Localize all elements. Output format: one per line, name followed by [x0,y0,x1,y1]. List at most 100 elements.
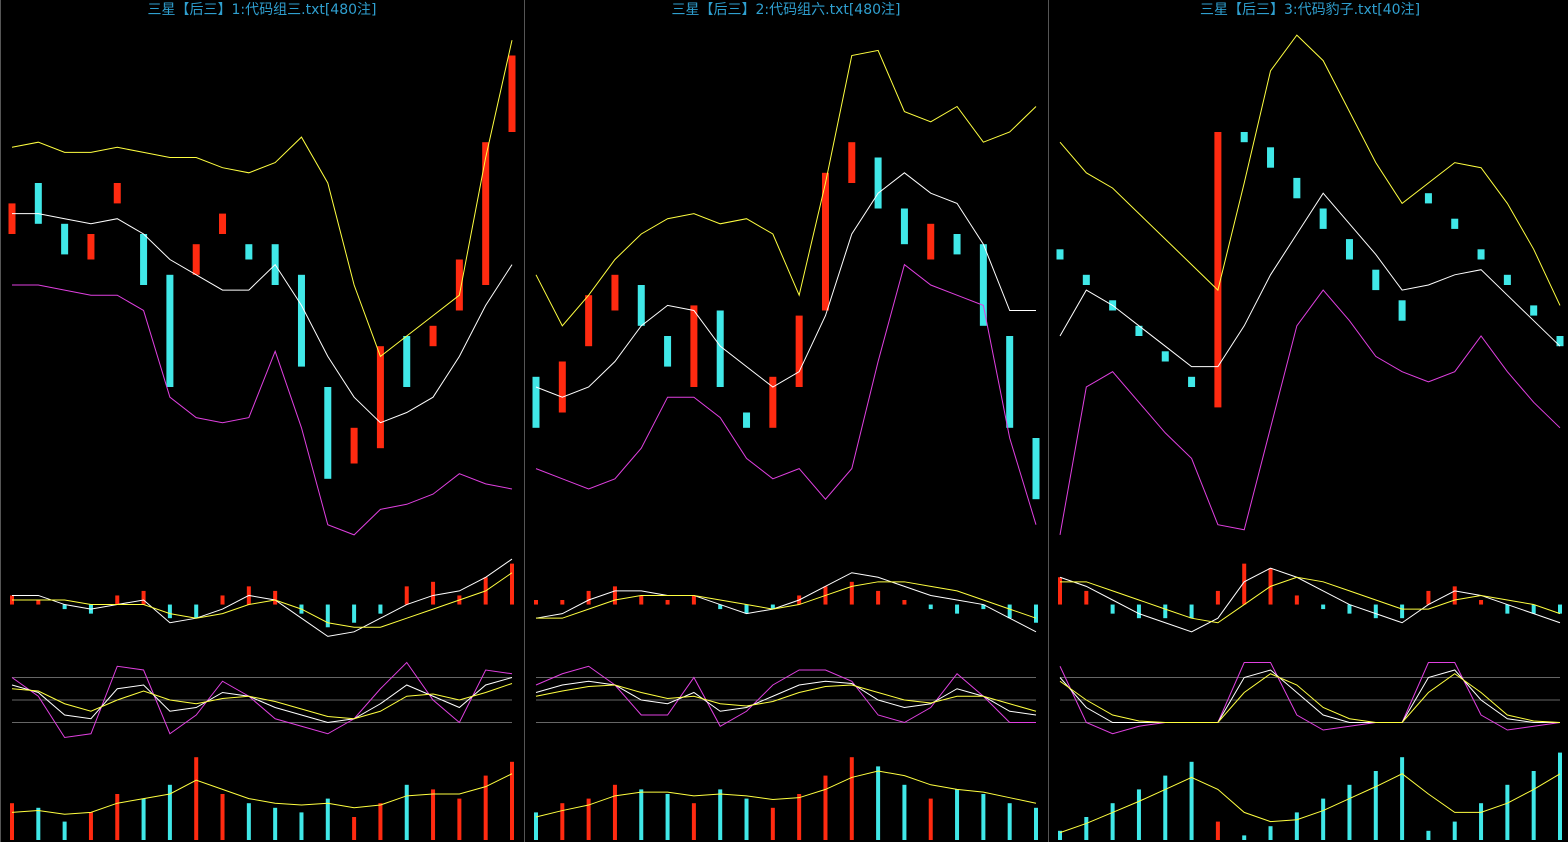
indicator-line [11,683,513,720]
volume-bar [586,798,591,840]
volume-bar [1479,803,1484,840]
candle [192,244,200,275]
indicator-line [1060,576,1561,624]
candle [8,203,16,234]
candle [1345,239,1353,260]
volume-bar [797,794,802,840]
volume-bar [194,757,199,840]
candle [297,274,305,367]
candle [1451,218,1459,229]
macd-bar [1505,604,1510,614]
candle [1530,305,1538,316]
indicator-line [1059,773,1561,834]
panel-title: 三星【后三】3:代码豹子.txt[40注] [1200,2,1420,18]
macd-bar [404,586,409,605]
candle [1398,300,1406,321]
volume-bar [273,807,278,840]
indicator-line [1059,192,1561,368]
volume-bar [665,794,670,840]
candle [927,223,935,260]
volume-bar [1294,812,1299,840]
indicator-line [1059,34,1561,306]
candle [1006,336,1014,428]
candle [455,259,463,311]
indicator-line [1059,289,1561,535]
candle [245,244,253,260]
macd-bar [1110,604,1115,614]
macd-bar [36,600,41,605]
candle [1503,274,1511,285]
candle [874,157,882,209]
macd-bar [273,590,278,605]
indicator-line [1059,669,1560,723]
indicator-line [1059,567,1561,633]
candle [795,315,803,387]
candle [821,172,829,311]
panel-title: 三星【后三】1:代码组三.txt[480注] [148,2,377,18]
candle [690,305,698,387]
macd-bar [639,595,644,605]
volume-bar [1034,807,1038,840]
volume-bar [1426,830,1431,840]
candle [113,183,121,204]
macd-bar [1426,590,1431,605]
volume-bar [1268,826,1273,840]
volume-bar [639,789,644,840]
volume-bar [1136,789,1141,840]
volume-bar [220,794,225,840]
volume-bar [1531,771,1536,840]
volume-bar [1321,798,1326,840]
candle [769,376,777,428]
macd-bar [141,590,146,605]
volume-bar [141,798,146,840]
candle [611,274,619,311]
macd-bar [955,604,960,614]
candle [1424,193,1432,204]
candle [1556,336,1564,347]
candle [1477,249,1485,260]
macd-bar [876,590,881,605]
volume-bar [1110,803,1115,840]
macd-bar [665,600,670,605]
candle [87,234,95,260]
macd-bar [560,600,565,605]
candle [1319,208,1327,229]
indicator-line [535,572,1037,633]
indicator-line [12,213,513,424]
candle [1293,177,1301,199]
candle [1161,351,1169,362]
volume-bar [1084,817,1089,840]
candle [403,336,411,387]
macd-bar [1452,586,1457,605]
volume-bar [1163,775,1168,840]
volume-bar [718,789,723,840]
indicator-line [12,572,513,628]
macd-bar [1242,563,1247,605]
volume-bar [431,789,436,840]
candle [637,285,645,326]
candle [1372,269,1380,291]
macd-bar [167,604,172,619]
indicator-line [535,49,1037,327]
indicator-line [11,661,513,739]
macd-bar [1531,604,1536,614]
macd-bar [352,604,357,623]
indicator-line [11,40,513,358]
macd-bar [1163,604,1168,619]
volume-bar [534,812,538,840]
volume-bar [770,807,775,840]
indicator-line [535,684,1037,712]
indicator-line [535,770,1037,818]
volume-bar [823,775,828,840]
candle [508,55,516,132]
volume-bar [378,803,383,840]
candle [1135,325,1143,336]
macd-bar [1058,577,1062,605]
candle [429,325,437,347]
macd-bar [1189,604,1194,619]
volume-bar [955,789,960,840]
macd-bar [1084,590,1089,605]
macd-bar [1215,590,1220,605]
macd-bar [691,595,696,605]
candle [350,427,358,464]
